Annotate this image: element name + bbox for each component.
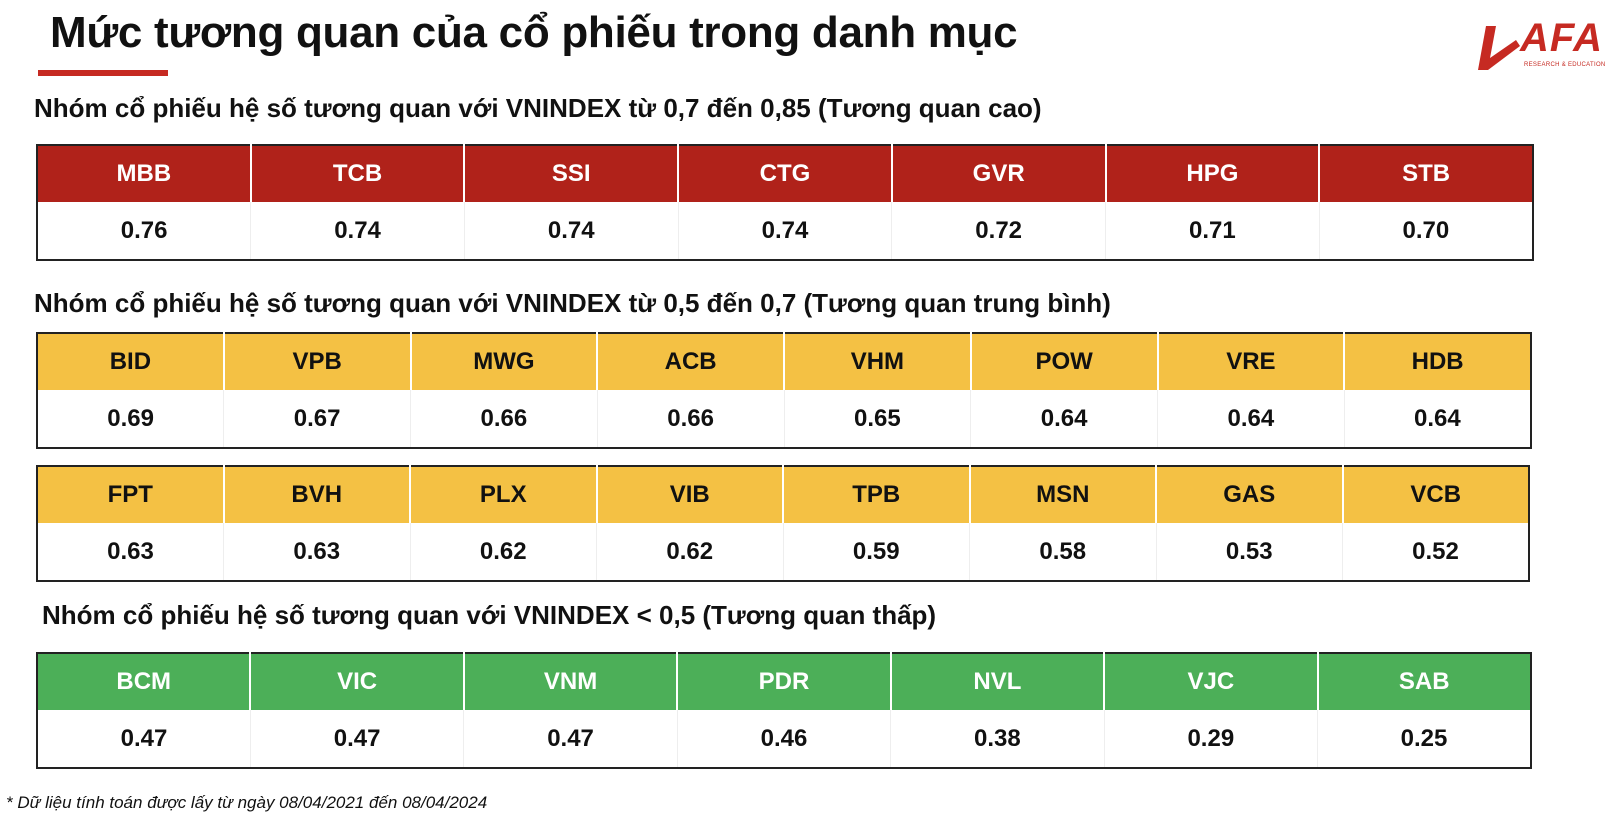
correlation-value: 0.74 xyxy=(250,202,465,260)
ticker-header: POW xyxy=(970,333,1159,390)
table-low-correlation: BCM VIC VNM PDR NVL VJC SAB 0.47 0.47 0.… xyxy=(36,652,1532,769)
ticker-header: FPT xyxy=(37,466,225,523)
logo-tagline: RESEARCH & EDUCATION xyxy=(1524,62,1606,68)
ticker-header: MBB xyxy=(37,145,252,202)
ticker-header: HPG xyxy=(1105,145,1321,202)
footnote: * Dữ liệu tính toán được lấy từ ngày 08/… xyxy=(6,793,488,812)
ticker-header: NVL xyxy=(890,653,1106,710)
correlation-value: 0.64 xyxy=(1157,390,1345,448)
correlation-value: 0.71 xyxy=(1105,202,1320,260)
ticker-header: HDB xyxy=(1344,333,1531,390)
correlation-value: 0.74 xyxy=(678,202,893,260)
correlation-value: 0.69 xyxy=(37,390,225,448)
ticker-header: TCB xyxy=(250,145,466,202)
ticker-header: VRE xyxy=(1157,333,1346,390)
correlation-value: 0.66 xyxy=(597,390,785,448)
correlation-value: 0.67 xyxy=(223,390,411,448)
correlation-value: 0.74 xyxy=(464,202,679,260)
correlation-value: 0.64 xyxy=(1414,404,1461,432)
ticker-header: VIB xyxy=(596,466,784,523)
correlation-value: 0.38 xyxy=(890,710,1105,768)
brand-logo: AFA RESEARCH & EDUCATION xyxy=(1476,16,1606,74)
correlation-value: 0.63 xyxy=(223,523,411,581)
correlation-value: 0.58 xyxy=(969,523,1157,581)
correlation-value: 0.46 xyxy=(677,710,892,768)
ticker-header: ACB xyxy=(597,333,785,390)
ticker-header: CTG xyxy=(678,145,893,202)
ticker-header: STB xyxy=(1319,145,1533,202)
correlation-value: 0.63 xyxy=(37,523,224,581)
ticker-header: BID xyxy=(37,333,225,390)
correlation-value: 0.66 xyxy=(410,390,598,448)
title-underline xyxy=(38,70,168,76)
ticker-header: MWG xyxy=(410,333,599,390)
header-row: MBB TCB SSI CTG GVR HPG STB xyxy=(37,145,1533,202)
correlation-value: 0.29 xyxy=(1104,710,1319,768)
ticker-header: SSI xyxy=(464,145,680,202)
table-medium-correlation-1: BID VPB MWG ACB VHM POW VRE HDB 0.69 0.6… xyxy=(36,332,1532,449)
ticker-header: VJC xyxy=(1104,653,1319,710)
header-row: BID VPB MWG ACB VHM POW VRE HDB xyxy=(37,333,1531,390)
logo-brand: AFA xyxy=(1520,16,1603,60)
correlation-value: 0.76 xyxy=(37,202,252,260)
section-title-low: Nhóm cổ phiếu hệ số tương quan với VNIND… xyxy=(42,600,937,630)
correlation-value: 0.62 xyxy=(410,523,597,581)
ticker-header: VIC xyxy=(250,653,465,710)
ticker-header: BCM xyxy=(37,653,252,710)
correlation-value: 0.64 xyxy=(970,390,1158,448)
header-row: FPT BVH PLX VIB TPB MSN GAS VCB xyxy=(37,466,1529,523)
value-row: 0.69 0.67 0.66 0.66 0.65 0.64 0.64 0.64 xyxy=(37,390,1531,448)
ticker-header: PLX xyxy=(410,466,598,523)
page-title: Mức tương quan của cổ phiếu trong danh m… xyxy=(50,8,1018,57)
correlation-value: 0.62 xyxy=(596,523,784,581)
table-medium-correlation-2: FPT BVH PLX VIB TPB MSN GAS VCB 0.63 0.6… xyxy=(36,465,1530,582)
header-row: BCM VIC VNM PDR NVL VJC SAB xyxy=(37,653,1531,710)
value-row: 0.47 0.47 0.47 0.46 0.38 0.29 0.25 xyxy=(37,710,1531,768)
correlation-value: 0.59 xyxy=(783,523,970,581)
value-row: 0.76 0.74 0.74 0.74 0.72 0.71 0.70 xyxy=(37,202,1533,260)
ticker-header: VHM xyxy=(784,333,972,390)
section-title-high: Nhóm cổ phiếu hệ số tương quan với VNIND… xyxy=(34,93,1042,123)
correlation-value: 0.47 xyxy=(463,710,678,768)
ticker-header: VPB xyxy=(223,333,412,390)
correlation-value: 0.47 xyxy=(250,710,465,768)
value-row: 0.63 0.63 0.62 0.62 0.59 0.58 0.53 0.52 xyxy=(37,523,1529,581)
correlation-value: 0.72 xyxy=(891,202,1107,260)
ticker-header: VCB xyxy=(1342,466,1529,523)
ticker-header: VNM xyxy=(463,653,679,710)
logo-mark-icon xyxy=(1478,26,1520,70)
correlation-value: 0.70 xyxy=(1402,216,1450,244)
section-title-medium: Nhóm cổ phiếu hệ số tương quan với VNIND… xyxy=(34,288,1111,318)
table-high-correlation: MBB TCB SSI CTG GVR HPG STB 0.76 0.74 0.… xyxy=(36,144,1534,261)
correlation-value: 0.53 xyxy=(1156,523,1343,581)
ticker-header: PDR xyxy=(677,653,892,710)
correlation-value: 0.52 xyxy=(1412,537,1459,565)
ticker-header: SAB xyxy=(1317,653,1531,710)
ticker-header: BVH xyxy=(223,466,411,523)
ticker-header: GAS xyxy=(1156,466,1344,523)
ticker-header: TPB xyxy=(783,466,971,523)
ticker-header: MSN xyxy=(969,466,1157,523)
correlation-value: 0.25 xyxy=(1400,724,1448,752)
correlation-value: 0.47 xyxy=(37,710,251,768)
correlation-value: 0.65 xyxy=(784,390,972,448)
ticker-header: GVR xyxy=(891,145,1107,202)
